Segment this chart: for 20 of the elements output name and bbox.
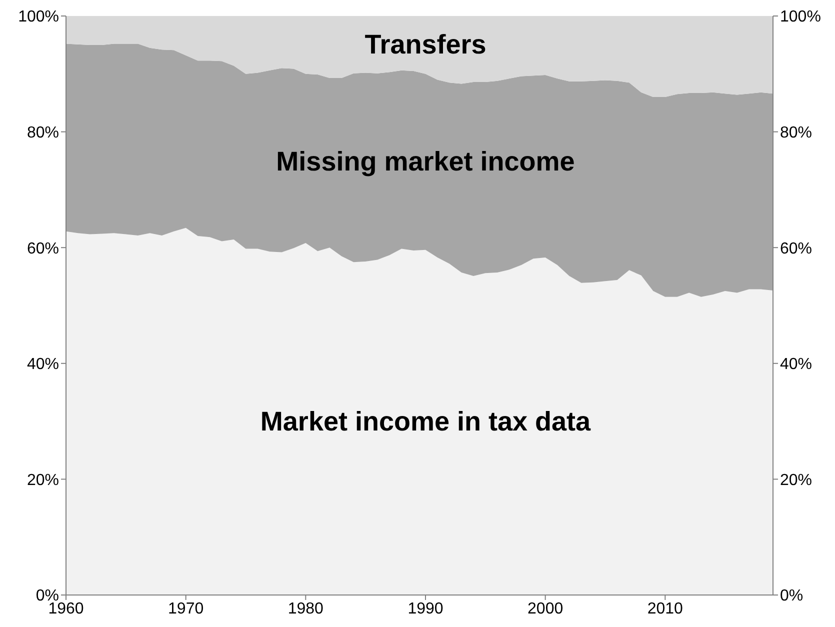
y-tick-label: 60% <box>26 240 59 258</box>
y2-tick-label: 100% <box>780 8 821 26</box>
series-label: Transfers <box>364 29 486 60</box>
x-tick-label: 1970 <box>168 600 204 618</box>
y-tick-label: 100% <box>18 8 59 26</box>
series-label: Missing market income <box>276 146 575 178</box>
x-tick-label: 2010 <box>647 600 684 618</box>
y-tick-label: 40% <box>26 356 59 374</box>
y2-tick-label: 60% <box>780 240 812 258</box>
x-tick-label: 1980 <box>288 600 324 618</box>
x-tick-label: 1960 <box>48 600 84 618</box>
y2-tick-label: 80% <box>780 124 812 142</box>
y-tick-label: 20% <box>26 472 59 489</box>
y2-tick-label: 0% <box>780 588 804 605</box>
x-tick-label: 1990 <box>408 600 444 618</box>
y2-tick-label: 40% <box>780 356 812 374</box>
y2-tick-label: 20% <box>780 472 812 489</box>
y-tick-label: 80% <box>26 124 59 142</box>
x-tick-label: 2000 <box>528 600 564 618</box>
series-label: Market income in tax data <box>260 406 591 438</box>
